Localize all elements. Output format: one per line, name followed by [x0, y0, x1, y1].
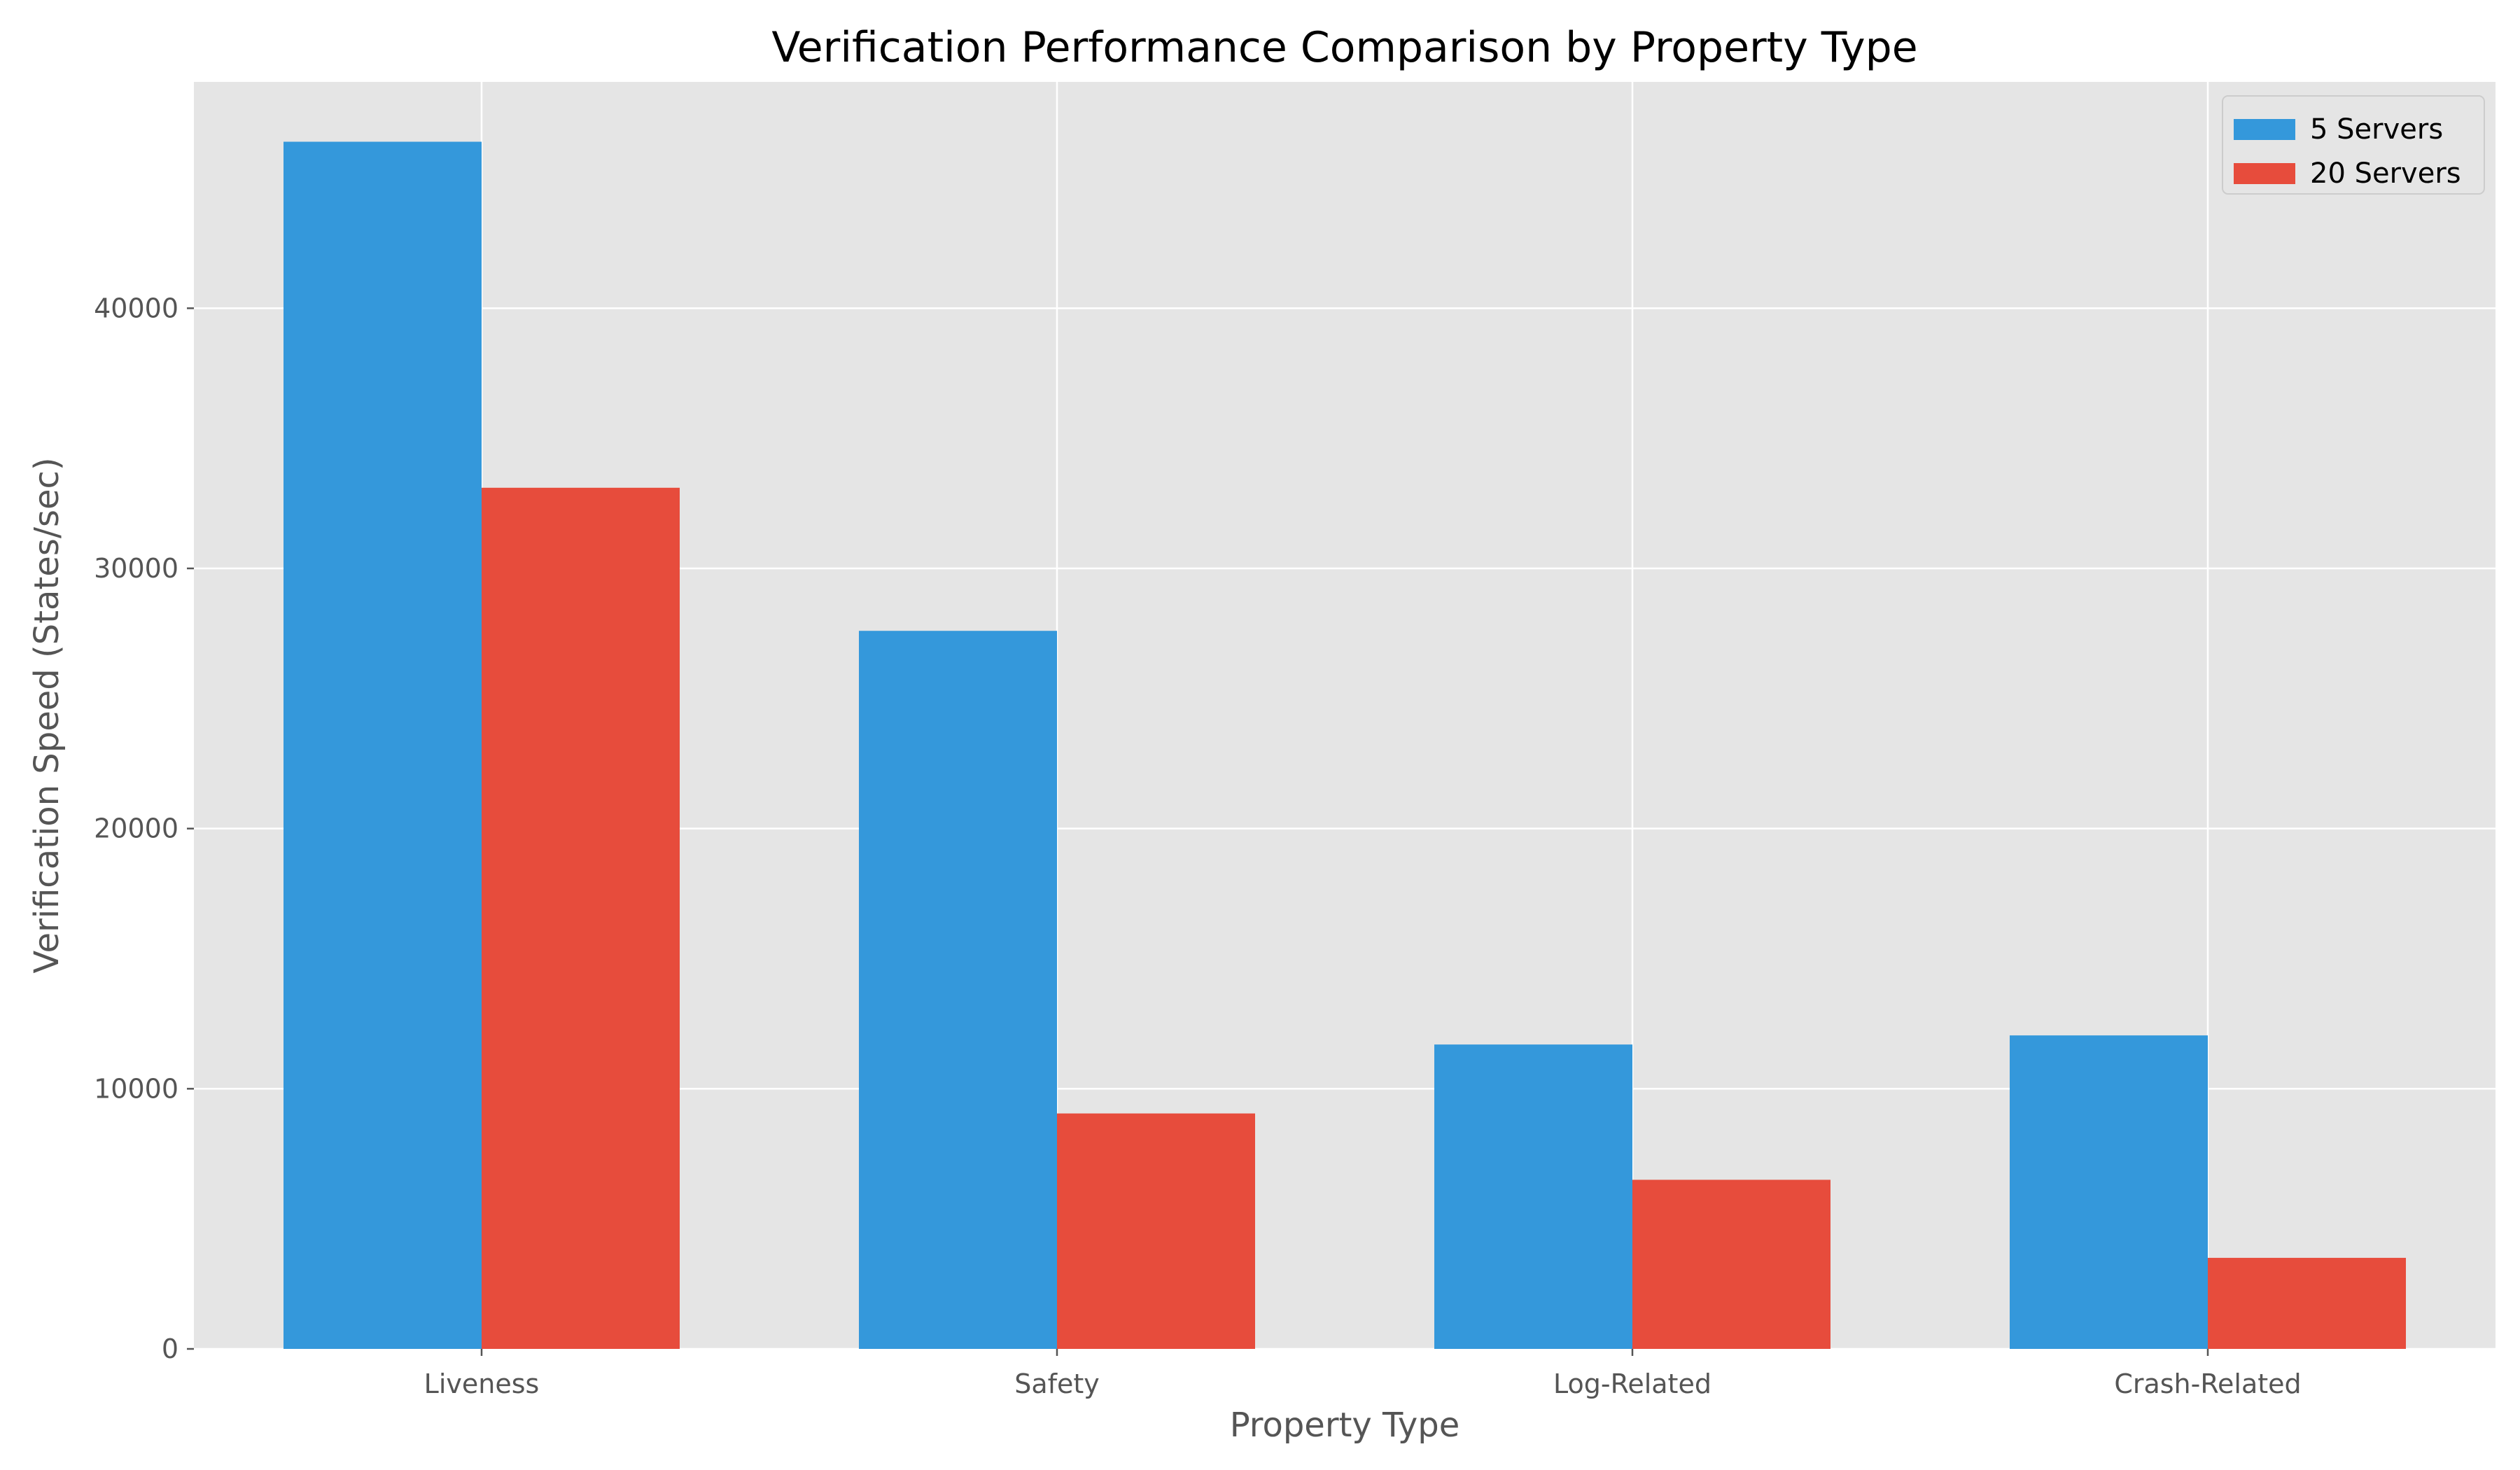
bar-20-servers-safety: [1057, 1114, 1255, 1349]
bar-20-servers-liveness: [482, 488, 680, 1349]
x-tick-label: Safety: [1014, 1368, 1100, 1399]
chart-title: Verification Performance Comparison by P…: [771, 23, 1917, 72]
y-tick-label: 10000: [94, 1073, 178, 1104]
legend: 5 Servers 20 Servers: [2222, 96, 2484, 194]
legend-label: 5 Servers: [2310, 113, 2443, 146]
x-tick-label: Log-Related: [1553, 1368, 1712, 1399]
x-tick-label: Liveness: [424, 1368, 540, 1399]
x-axis-label: Property Type: [1230, 1406, 1460, 1445]
y-tick-label: 20000: [94, 813, 178, 844]
legend-swatch: [2234, 163, 2295, 184]
legend-label: 20 Servers: [2310, 158, 2461, 190]
y-tick-label: 40000: [94, 293, 178, 323]
bar-5-servers-liveness: [284, 141, 482, 1349]
bar-20-servers-log-related: [1632, 1180, 1830, 1349]
bar-20-servers-crash-related: [2208, 1258, 2406, 1349]
y-tick-label: 30000: [94, 553, 178, 584]
bar-5-servers-crash-related: [2010, 1035, 2208, 1349]
legend-swatch: [2234, 119, 2295, 140]
y-axis-label: Verification Speed (States/sec): [27, 457, 66, 973]
bar-5-servers-log-related: [1434, 1044, 1632, 1349]
x-tick-label: Crash-Related: [2114, 1368, 2301, 1399]
y-tick-label: 0: [162, 1334, 178, 1364]
bar-5-servers-safety: [859, 631, 1057, 1349]
